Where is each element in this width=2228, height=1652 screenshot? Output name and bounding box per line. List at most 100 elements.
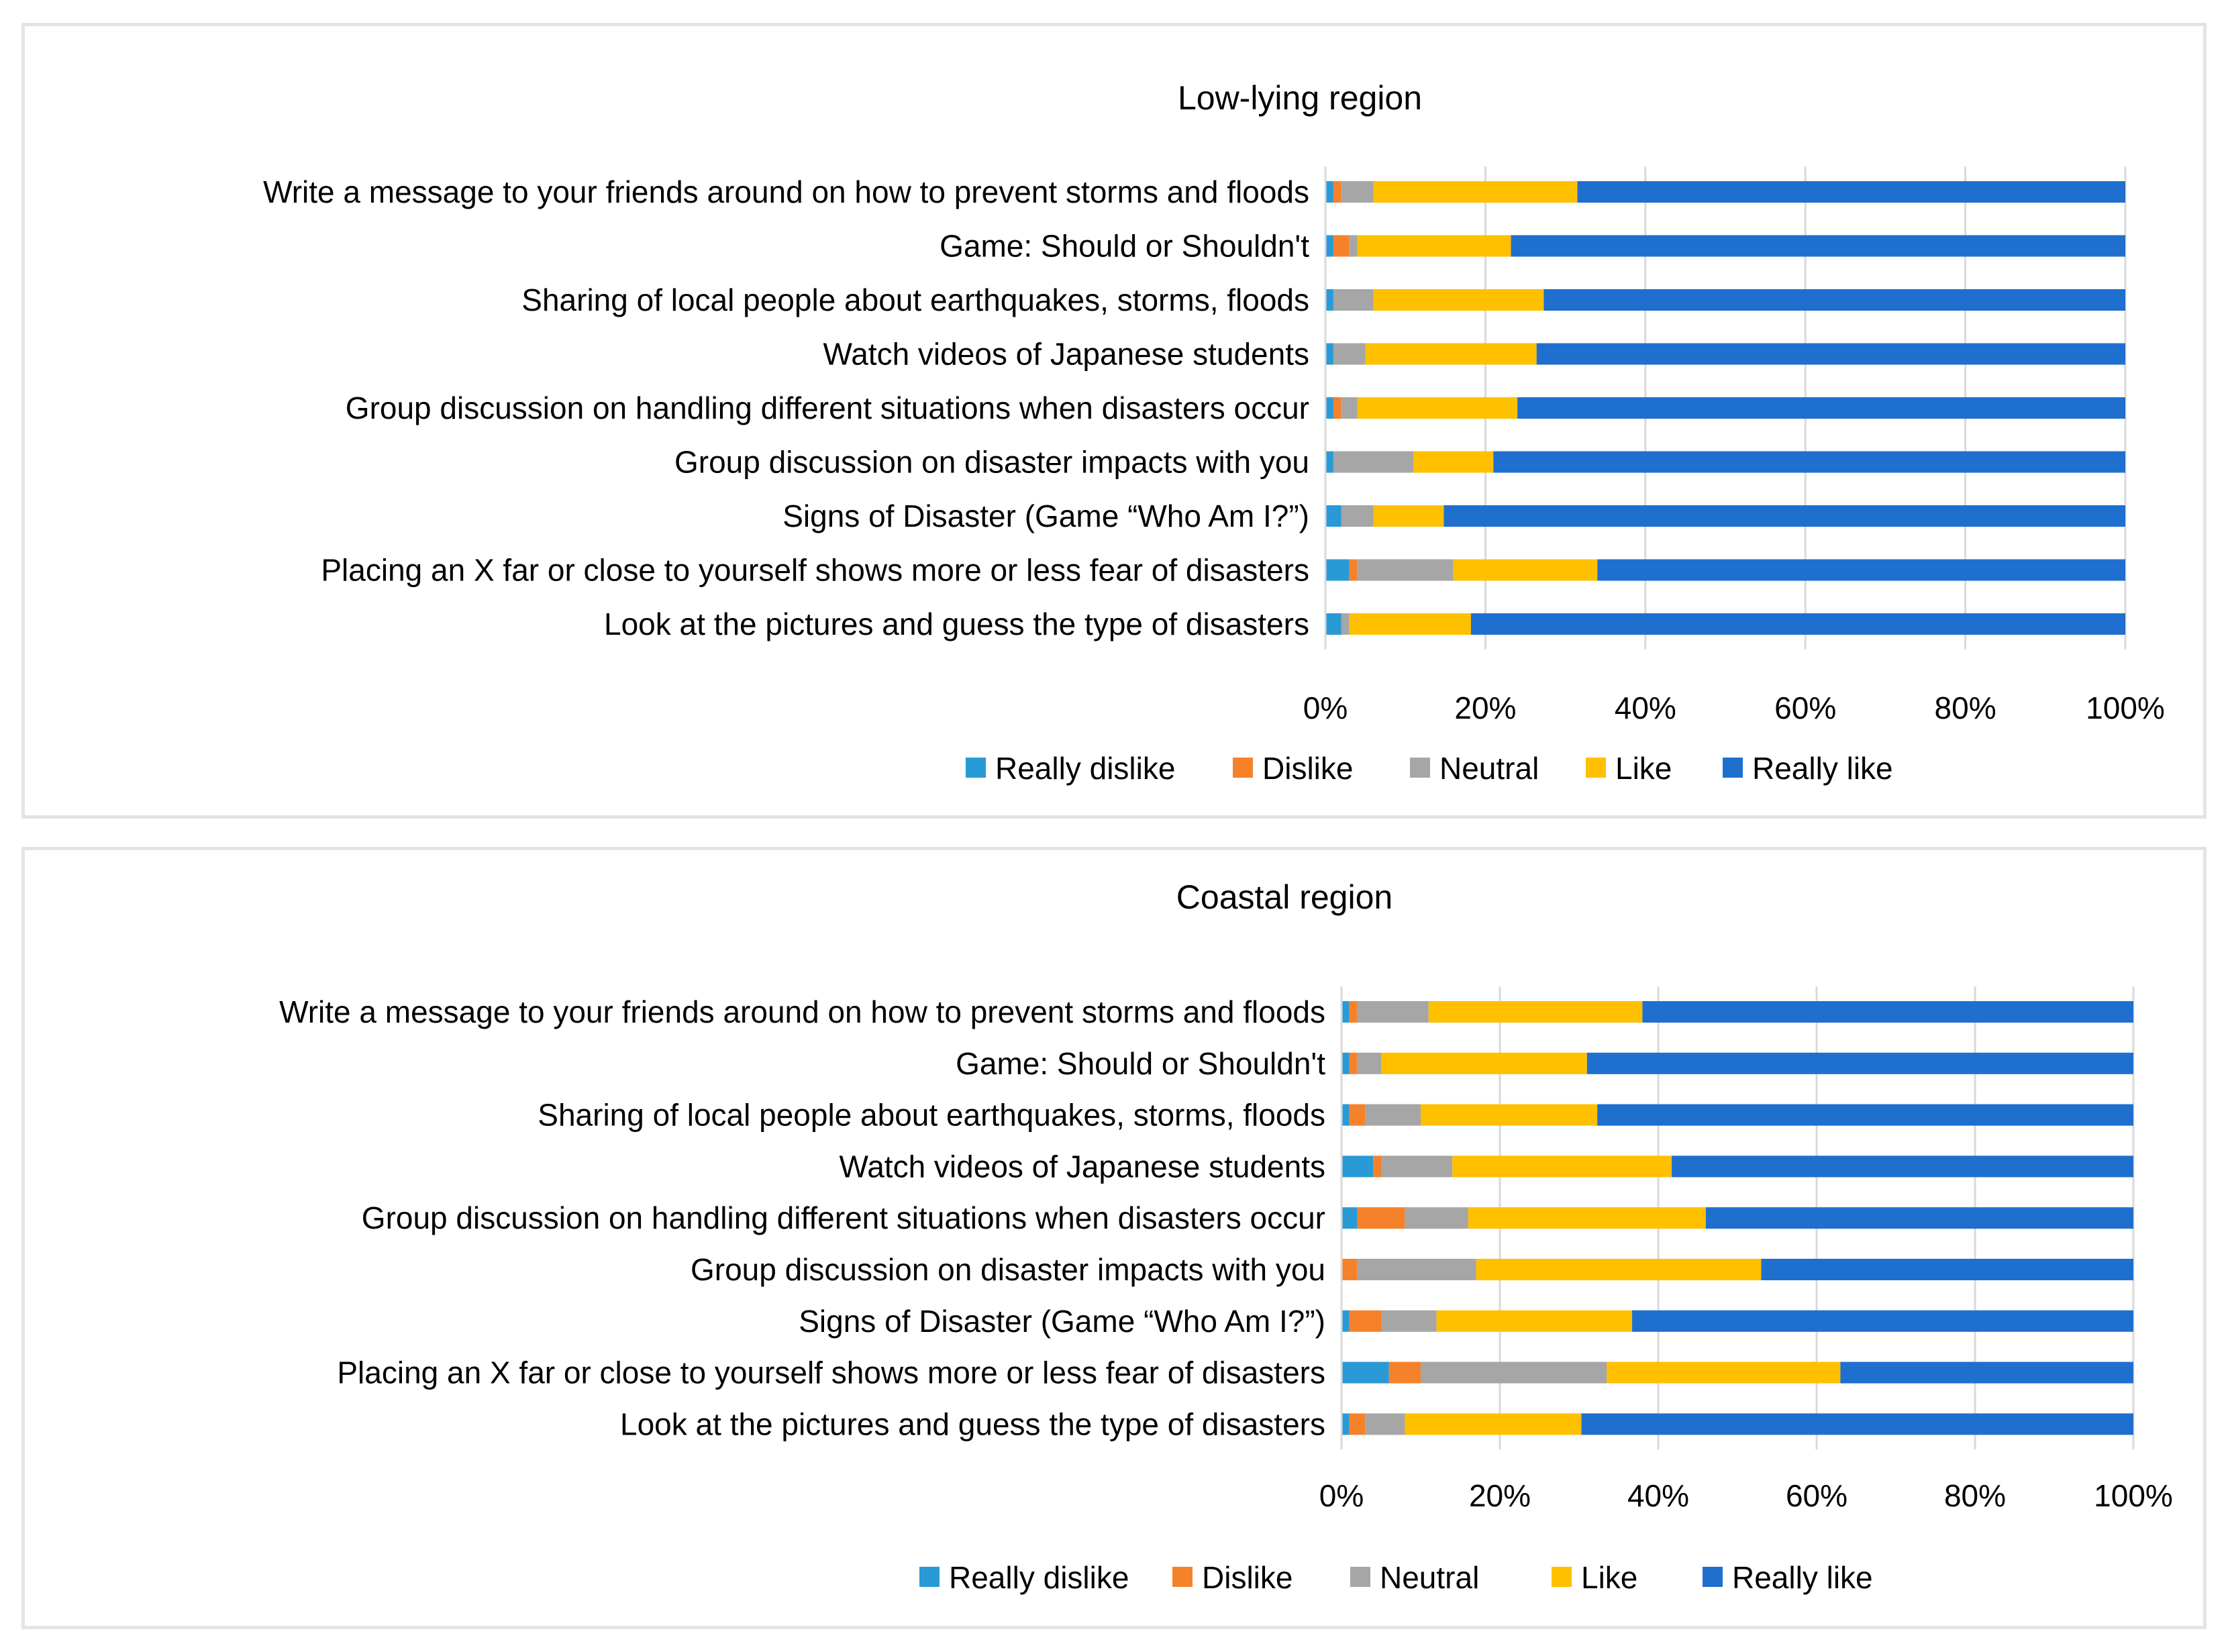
coastal-region-legend-swatch-really-dislike (919, 1567, 940, 1587)
coastal-region-bar-really-like (1632, 1310, 2133, 1332)
coastal-region-chart-title: Coastal region (1176, 878, 1392, 916)
low-lying-region-bar-really-like (1493, 451, 2125, 473)
low-lying-region-legend-swatch-like (1586, 758, 1606, 778)
coastal-region-bar-really-dislike (1341, 1155, 1374, 1178)
low-lying-region-category-label: Placing an X far or close to yourself sh… (321, 553, 1309, 588)
low-lying-region-bar-like (1357, 397, 1518, 419)
coastal-region-legend: Really dislike Dislike Neutral Like Really l… (919, 1560, 1873, 1595)
low-lying-region-bar-dislike (1333, 235, 1350, 257)
low-lying-region-legend-swatch-dislike (1233, 758, 1253, 778)
low-lying-region-bar-like (1349, 613, 1471, 635)
coastal-region-legend-swatch-really-like (1703, 1567, 1723, 1587)
low-lying-region-bar-neutral (1341, 397, 1358, 419)
low-lying-region-legend-label-really-like: Really like (1752, 751, 1893, 786)
low-lying-region-bar-like (1413, 451, 1494, 473)
coastal-region-bar-like (1476, 1259, 1762, 1280)
coastal-region-bar-dislike (1357, 1207, 1405, 1229)
coastal-region-bar-really-dislike (1341, 1001, 1350, 1023)
coastal-region-x-tick-label: 60% (1786, 1478, 1847, 1513)
coastal-region-legend-label-dislike: Dislike (1202, 1560, 1293, 1595)
coastal-region-bar-really-like (1597, 1104, 2133, 1126)
low-lying-region-bar-really-like (1444, 505, 2125, 527)
low-lying-region-x-tick-label: 60% (1774, 690, 1836, 725)
coastal-region-bar-dislike (1349, 1001, 1358, 1023)
low-lying-region-bar-dislike (1349, 559, 1358, 581)
coastal-region-bar-neutral (1365, 1413, 1405, 1435)
low-lying-region-category-label: Write a message to your friends around o… (263, 174, 1309, 209)
low-lying-region-category-label: Sharing of local people about earthquake… (521, 282, 1309, 317)
coastal-region-category-label: Group discussion on disaster impacts wit… (691, 1252, 1325, 1287)
low-lying-region-x-tick-label: 80% (1935, 690, 1996, 725)
coastal-region-bar-neutral (1357, 1259, 1476, 1280)
low-lying-region-bar-really-like (1536, 343, 2125, 365)
coastal-region-legend-label-really-dislike: Really dislike (949, 1560, 1129, 1595)
coastal-region-x-tick-label: 40% (1627, 1478, 1689, 1513)
coastal-region-bar-neutral (1365, 1104, 1421, 1126)
coastal-region-bar-really-like (1840, 1361, 2133, 1384)
coastal-region-legend-label-neutral: Neutral (1380, 1560, 1479, 1595)
low-lying-region-bar-really-dislike (1325, 289, 1333, 311)
coastal-region-bar-really-dislike (1341, 1207, 1358, 1229)
low-lying-region-legend-swatch-really-dislike (966, 758, 986, 778)
low-lying-region-x-tick-label: 0% (1303, 690, 1348, 725)
coastal-region-bar-like (1436, 1310, 1633, 1332)
coastal-region-bar-dislike (1388, 1361, 1421, 1384)
coastal-region-bar-really-dislike (1341, 1310, 1350, 1332)
coastal-region-x-tick-label: 80% (1944, 1478, 2006, 1513)
low-lying-region-bar-really-dislike (1325, 505, 1341, 527)
coastal-region-bar-really-like (1705, 1207, 2133, 1229)
coastal-region-bar-really-like (1586, 1052, 2133, 1074)
low-lying-region-bar-really-like (1597, 559, 2125, 581)
low-lying-region-bar-neutral (1357, 559, 1454, 581)
low-lying-region-legend-label-dislike: Dislike (1262, 751, 1353, 786)
low-lying-region-legend-label-really-dislike: Really dislike (995, 751, 1175, 786)
low-lying-region-bar-really-like (1517, 397, 2125, 419)
low-lying-region-bar-really-dislike (1325, 343, 1333, 365)
low-lying-region-bar-really-dislike (1325, 559, 1350, 581)
low-lying-region-chart-title: Low-lying region (1178, 79, 1422, 117)
coastal-region-bar-neutral (1381, 1310, 1437, 1332)
coastal-region-bar-dislike (1341, 1259, 1358, 1280)
low-lying-region-bar-really-like (1470, 613, 2125, 635)
low-lying-region-bar-like (1365, 343, 1537, 365)
coastal-region-legend-swatch-like (1552, 1567, 1572, 1587)
low-lying-region-bar-really-dislike (1325, 451, 1333, 473)
low-lying-region-bar-neutral (1349, 235, 1358, 257)
coastal-region-legend-swatch-neutral (1350, 1567, 1370, 1587)
coastal-region-bar-like (1607, 1361, 1841, 1384)
coastal-region-bar-dislike (1349, 1413, 1366, 1435)
coastal-region-bar-really-dislike (1341, 1052, 1350, 1074)
low-lying-chart-panel: Low-lying region Write a message to your … (21, 23, 2207, 819)
coastal-region-bar-dislike (1349, 1310, 1381, 1332)
coastal-region-bar-really-like (1761, 1259, 2133, 1280)
low-lying-region-bar-really-like (1577, 181, 2125, 203)
coastal-region-bar-really-dislike (1341, 1413, 1350, 1435)
low-lying-region-category-label: Game: Should or Shouldn't (940, 229, 1309, 264)
coastal-region-category-label: Look at the pictures and guess the type … (620, 1406, 1325, 1441)
low-lying-region-bar-dislike (1333, 397, 1341, 419)
low-lying-region-bar-really-dislike (1325, 613, 1341, 635)
coastal-region-bar-really-like (1581, 1413, 2133, 1435)
low-lying-region-legend-swatch-neutral (1410, 758, 1430, 778)
low-lying-region-bar-really-dislike (1325, 235, 1333, 257)
low-lying-region-bar-neutral (1341, 181, 1374, 203)
low-lying-region-bar-really-dislike (1325, 181, 1333, 203)
coastal-region-category-label: Write a message to your friends around o… (279, 994, 1325, 1029)
coastal-region-bar-neutral (1381, 1155, 1453, 1178)
coastal-region-legend-label-really-like: Really like (1732, 1560, 1873, 1595)
coastal-region-category-label: Signs of Disaster (Game “Who Am I?”) (799, 1304, 1325, 1339)
low-lying-region-bar-really-dislike (1325, 397, 1333, 419)
coastal-chart-panel: Coastal region Write a message to your fr… (21, 847, 2207, 1629)
low-lying-region-bar-really-like (1511, 235, 2125, 257)
coastal-region-x-tick-label: 100% (2094, 1478, 2173, 1513)
coastal-region-category-label: Watch videos of Japanese students (840, 1149, 1326, 1184)
low-lying-region-legend-swatch-really-like (1723, 758, 1743, 778)
coastal-region-bar-neutral (1357, 1001, 1429, 1023)
coastal-region-bar-like (1381, 1052, 1587, 1074)
coastal-region-bar-dislike (1349, 1052, 1358, 1074)
coastal-region-bar-really-like (1642, 1001, 2133, 1023)
low-lying-region-category-label: Group discussion on disaster impacts wit… (674, 445, 1309, 480)
coastal-region-bar-really-dislike (1341, 1361, 1389, 1384)
low-lying-region-category-label: Signs of Disaster (Game “Who Am I?”) (782, 499, 1309, 533)
coastal-region-bar-neutral (1421, 1361, 1607, 1384)
